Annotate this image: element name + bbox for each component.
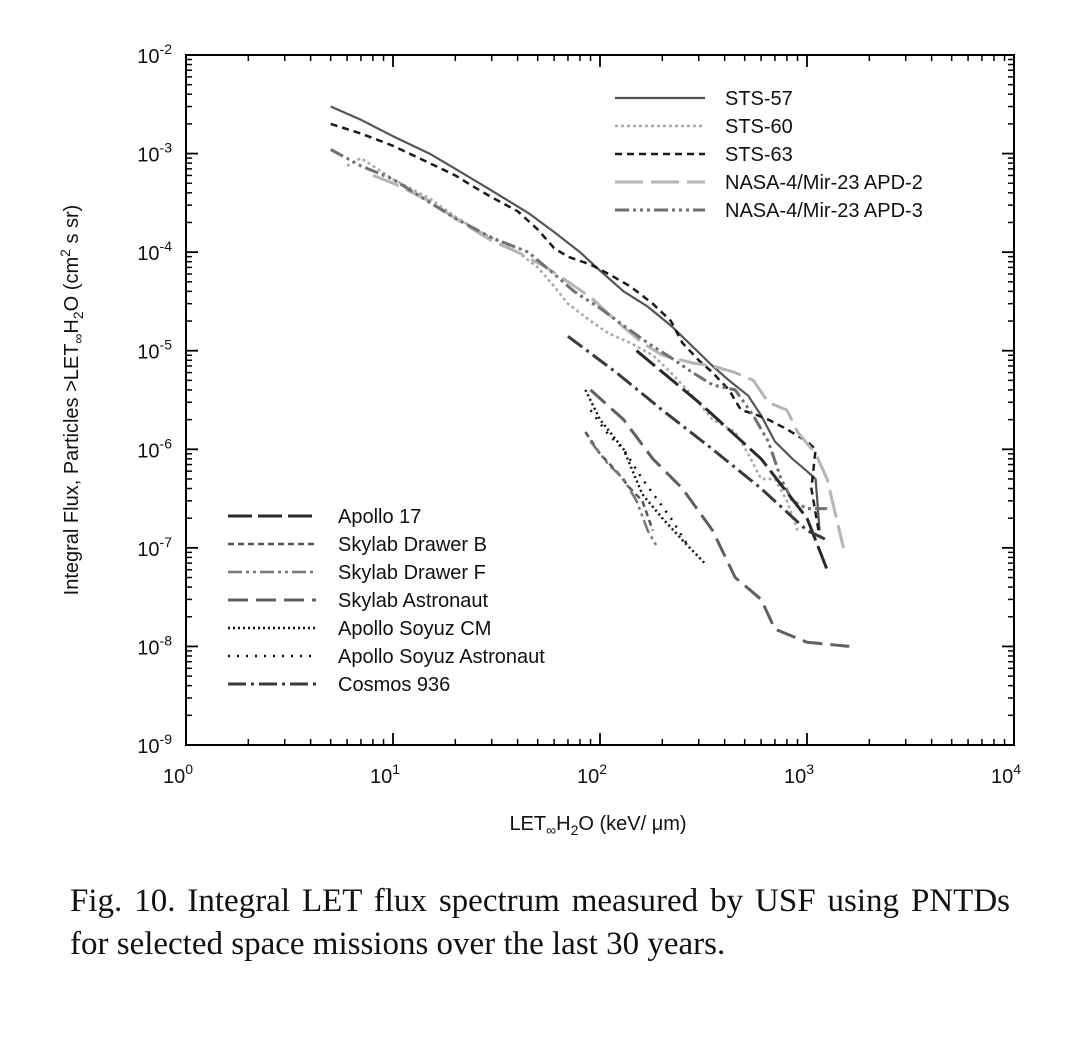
x-tick-label: 101 bbox=[370, 761, 400, 788]
series-line-cosmos-936 bbox=[567, 335, 828, 542]
legend-label-sts-57: STS-57 bbox=[725, 88, 793, 110]
legend-label-skylab-drawer-f: Skylab Drawer F bbox=[338, 562, 486, 584]
series-line-apollo-soyuz-cm bbox=[584, 389, 706, 564]
legend-label-sts-63: STS-63 bbox=[725, 144, 793, 166]
legend-label-nasa-4-mir-23-apd-2: NASA-4/Mir-23 APD-2 bbox=[725, 172, 923, 194]
y-tick-label: 10-5 bbox=[137, 337, 172, 364]
figure-caption: Fig. 10. Integral LET flux spectrum meas… bbox=[70, 883, 1010, 962]
y-tick-label: 10-8 bbox=[137, 632, 172, 659]
legend-label-apollo-soyuz-cm: Apollo Soyuz CM bbox=[338, 618, 491, 640]
legend-label-skylab-astronaut: Skylab Astronaut bbox=[338, 590, 489, 612]
y-tick-label: 10-6 bbox=[137, 435, 172, 462]
y-tick-label: 10-4 bbox=[137, 238, 172, 265]
x-tick-label: 104 bbox=[991, 761, 1021, 788]
x-tick-label: 100 bbox=[163, 761, 193, 788]
series-line-nasa-4-mir-23-apd-2 bbox=[372, 174, 845, 549]
flux-chart: Integral Flux, Particles >LET∞H2O (cm2 s… bbox=[57, 41, 1021, 838]
svg-text:LET∞H2O (keV/ μm): LET∞H2O (keV/ μm) bbox=[509, 813, 686, 838]
series-line-apollo-17 bbox=[635, 349, 829, 571]
y-tick-label: 10-2 bbox=[137, 41, 172, 68]
y-tick-label: 10-7 bbox=[137, 534, 172, 561]
series-line-skylab-drawer-f bbox=[589, 440, 659, 549]
series-line-sts-60 bbox=[346, 156, 799, 531]
legend-label-sts-60: STS-60 bbox=[725, 116, 793, 138]
legend-label-cosmos-936: Cosmos 936 bbox=[338, 674, 450, 696]
series-line-sts-57 bbox=[330, 105, 821, 531]
x-axis-label: LET∞H2O (keV/ μm) bbox=[509, 813, 686, 838]
legend-label-apollo-17: Apollo 17 bbox=[338, 506, 421, 528]
legend-label-nasa-4-mir-23-apd-3: NASA-4/Mir-23 APD-3 bbox=[725, 200, 923, 222]
series-line-nasa-4-mir-23-apd-3 bbox=[329, 148, 828, 511]
x-tick-label: 103 bbox=[784, 761, 814, 788]
y-tick-label: 10-9 bbox=[137, 731, 172, 758]
series-line-sts-63 bbox=[330, 122, 821, 537]
legend-label-skylab-drawer-b: Skylab Drawer B bbox=[338, 534, 487, 556]
svg-text:Integral Flux, Particles >LET∞: Integral Flux, Particles >LET∞H2O (cm2 s… bbox=[57, 205, 86, 596]
y-axis-label: Integral Flux, Particles >LET∞H2O (cm2 s… bbox=[57, 205, 86, 596]
x-tick-label: 102 bbox=[577, 761, 607, 788]
legend-label-apollo-soyuz-astronaut: Apollo Soyuz Astronaut bbox=[338, 646, 545, 668]
y-tick-label: 10-3 bbox=[137, 140, 172, 167]
series-line-skylab-astronaut bbox=[589, 388, 850, 648]
